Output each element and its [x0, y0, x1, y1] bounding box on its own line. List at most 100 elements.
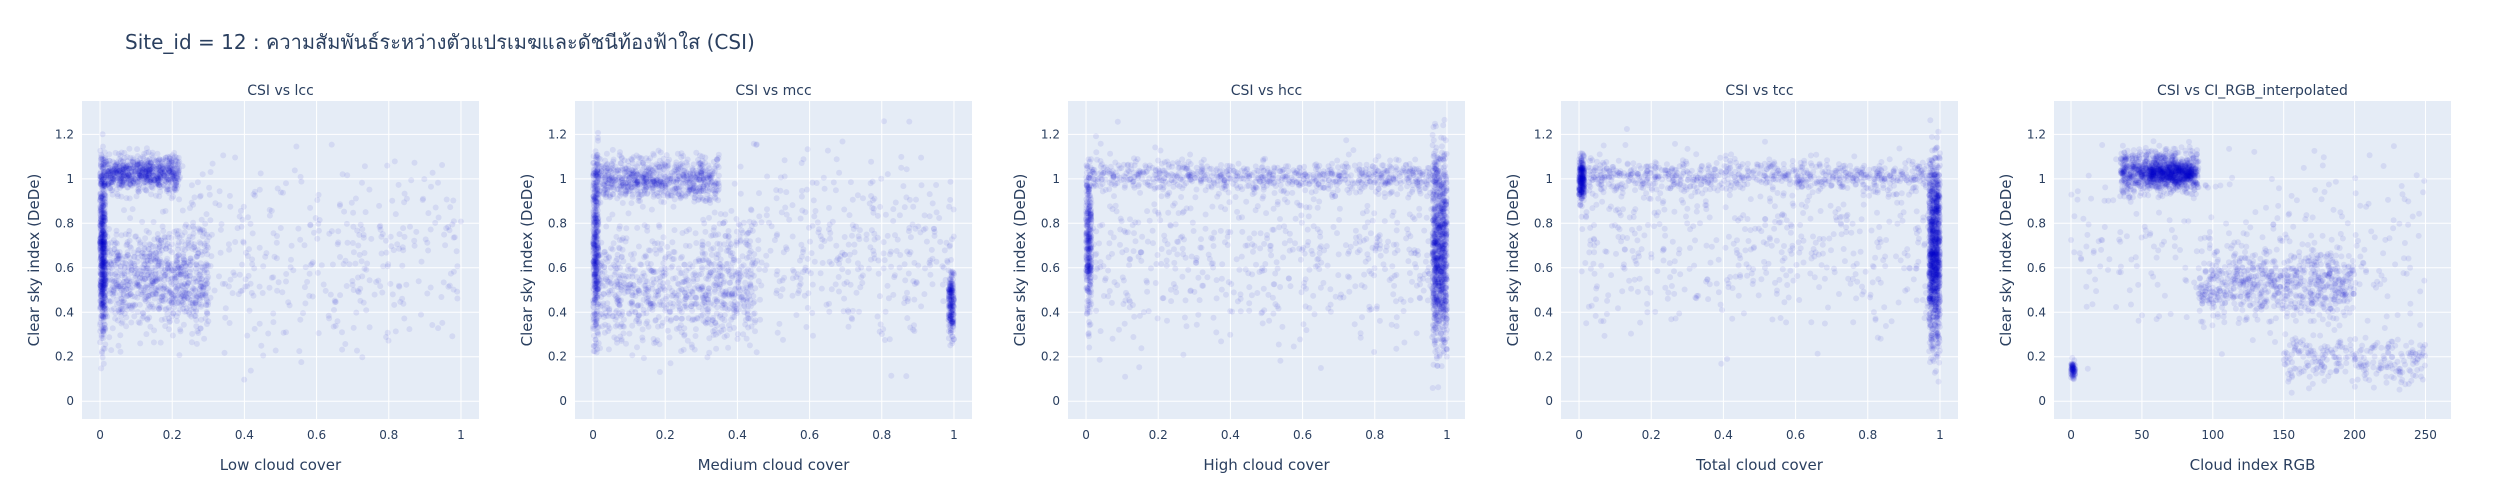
- data-point: [102, 201, 108, 208]
- data-point: [646, 305, 653, 312]
- data-point: [174, 259, 180, 266]
- data-point: [453, 248, 460, 255]
- data-point: [591, 280, 598, 287]
- data-point: [604, 161, 610, 168]
- data-point: [154, 177, 161, 184]
- data-point: [604, 165, 611, 172]
- data-point: [591, 270, 598, 277]
- data-point: [203, 301, 210, 308]
- data-point: [174, 176, 181, 182]
- data-point: [640, 175, 647, 181]
- data-point: [396, 282, 402, 289]
- data-point: [119, 182, 126, 189]
- data-point: [385, 261, 392, 268]
- data-point: [150, 279, 157, 286]
- data-point: [99, 259, 106, 266]
- data-point: [591, 261, 598, 268]
- data-point: [594, 190, 601, 197]
- data-point: [111, 166, 118, 172]
- data-point: [172, 157, 179, 164]
- data-point: [99, 287, 106, 293]
- data-point: [99, 238, 106, 245]
- data-point: [152, 159, 159, 166]
- data-point: [623, 235, 630, 242]
- data-point: [651, 295, 658, 302]
- data-point: [896, 264, 903, 271]
- data-point: [203, 247, 210, 253]
- data-point: [675, 265, 682, 272]
- data-point: [141, 287, 148, 294]
- data-point: [744, 311, 751, 318]
- data-point: [607, 192, 613, 199]
- data-point: [124, 170, 131, 177]
- data-point: [595, 282, 601, 288]
- data-point: [197, 288, 203, 295]
- data-point: [706, 270, 713, 277]
- data-point: [701, 293, 708, 299]
- data-point: [102, 276, 109, 282]
- data-point: [172, 177, 179, 184]
- data-point: [702, 172, 709, 179]
- data-point: [101, 271, 108, 278]
- data-point: [191, 244, 198, 250]
- data-point: [205, 285, 211, 292]
- data-point: [681, 331, 688, 338]
- data-point: [121, 172, 128, 179]
- points-layer: [97, 131, 464, 383]
- data-point: [173, 313, 180, 320]
- data-point: [106, 259, 113, 266]
- data-point: [596, 276, 603, 283]
- data-point: [930, 225, 937, 232]
- data-point: [99, 228, 106, 235]
- data-point: [176, 352, 183, 359]
- data-point: [647, 261, 654, 267]
- data-point: [673, 325, 680, 332]
- data-point: [100, 222, 107, 229]
- data-point: [120, 299, 126, 306]
- data-point: [743, 297, 750, 304]
- data-point: [161, 282, 168, 289]
- data-point: [99, 176, 106, 183]
- data-point: [642, 291, 649, 298]
- data-point: [622, 284, 629, 291]
- data-point: [591, 299, 598, 306]
- data-point: [713, 281, 720, 288]
- data-point: [99, 214, 106, 221]
- data-point: [152, 285, 159, 292]
- data-point: [150, 172, 157, 179]
- data-point: [155, 287, 161, 294]
- data-point: [135, 247, 142, 254]
- data-point: [154, 255, 160, 262]
- data-point: [127, 302, 133, 309]
- data-point: [631, 250, 638, 257]
- data-point: [198, 303, 204, 310]
- data-point: [270, 274, 277, 281]
- data-point: [100, 227, 107, 234]
- data-point: [98, 154, 105, 161]
- data-point: [174, 161, 181, 168]
- data-point: [202, 290, 209, 297]
- data-point: [725, 268, 732, 275]
- data-point: [99, 274, 105, 281]
- data-point: [615, 244, 622, 251]
- data-point: [606, 310, 613, 316]
- data-point: [104, 180, 111, 187]
- data-point: [622, 192, 629, 198]
- data-point: [111, 172, 117, 179]
- data-point: [781, 274, 788, 281]
- data-point: [101, 218, 108, 225]
- data-point: [593, 287, 599, 294]
- data-point: [172, 153, 178, 160]
- data-point: [123, 303, 130, 310]
- data-point: [147, 177, 154, 184]
- data-point: [118, 295, 125, 302]
- data-point: [98, 348, 105, 355]
- data-point: [804, 186, 810, 193]
- data-point: [100, 274, 107, 281]
- data-point: [100, 298, 107, 305]
- data-point: [102, 282, 109, 289]
- data-point: [628, 251, 634, 258]
- data-point: [187, 272, 194, 279]
- data-point: [98, 288, 105, 295]
- data-point: [174, 265, 181, 272]
